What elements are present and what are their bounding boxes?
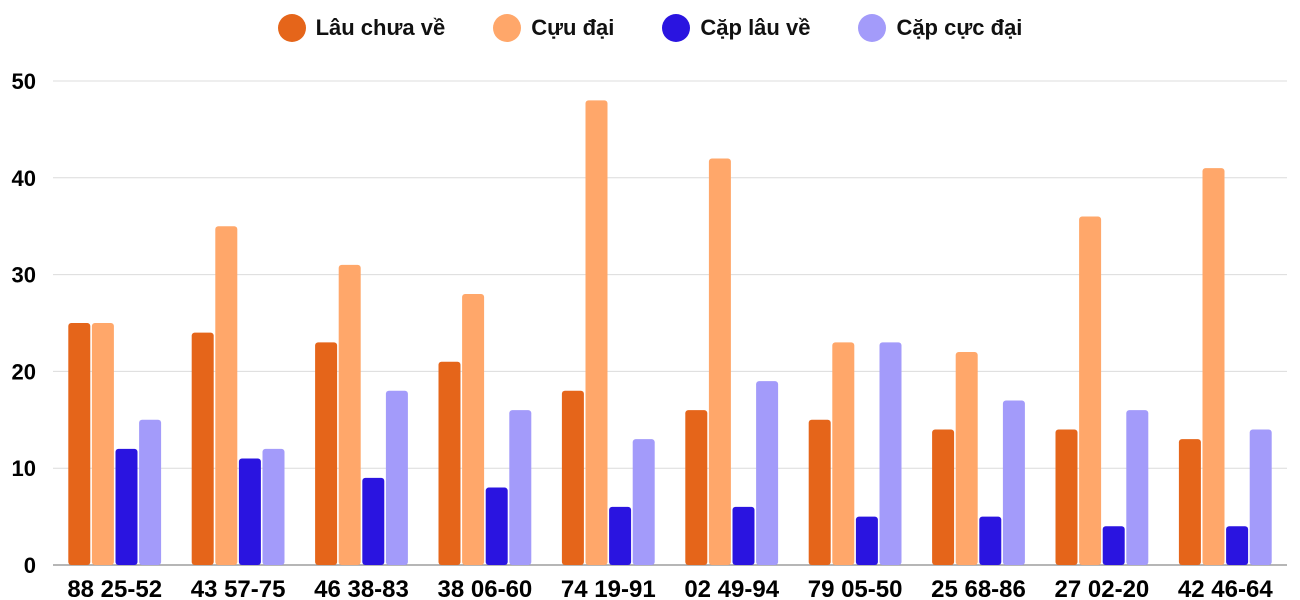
bar-series-2-cat-9 (1226, 526, 1249, 565)
y-tick-label-0: 0 (24, 553, 36, 578)
bar-series-2-cat-6 (855, 516, 878, 565)
legend-item-series-3: Cặp cực đại (858, 14, 1022, 42)
bar-series-3-cat-5 (756, 381, 779, 565)
bar-series-0-cat-4 (561, 390, 584, 565)
y-tick-label-4: 40 (12, 166, 36, 191)
bar-series-2-cat-2 (362, 477, 385, 565)
legend-swatch-series-2 (662, 14, 691, 42)
bar-series-0-cat-0 (68, 323, 91, 565)
x-axis-labels: 88 25-52 43 57-75 46 38-83 38 06-60 74 19-91… (67, 576, 1273, 600)
bar-series-3-cat-3 (509, 410, 532, 565)
bar-series-3-cat-4 (632, 439, 655, 565)
bar-series-2-cat-7 (979, 516, 1002, 565)
x-tick-label-6: 79 05-50 (808, 576, 903, 600)
bar-series-3-cat-9 (1249, 429, 1272, 565)
y-tick-label-5: 50 (12, 69, 36, 94)
bar-series-1-cat-3 (462, 293, 485, 565)
legend-item-series-2: Cặp lâu về (662, 14, 810, 42)
bar-series-1-cat-5 (708, 158, 731, 565)
bar-series-2-cat-1 (238, 458, 261, 565)
bar-series-0-cat-1 (191, 332, 214, 565)
bar-series-1-cat-1 (215, 226, 238, 565)
bar-series-3-cat-8 (1126, 410, 1149, 565)
bar-series-3-cat-1 (262, 448, 285, 565)
bar-series-2-cat-5 (732, 506, 755, 565)
legend-swatch-series-3 (858, 14, 887, 42)
bars (68, 100, 1272, 566)
legend-label-series-3: Cặp cực đại (896, 15, 1023, 40)
x-tick-label-1: 43 57-75 (191, 576, 286, 600)
bar-series-3-cat-0 (139, 419, 162, 565)
chart-legend: Lâu chưa về Cựu đại Cặp lâu về Cặp cực đ… (0, 14, 1300, 42)
y-tick-label-1: 10 (12, 456, 36, 481)
bar-series-1-cat-0 (91, 323, 114, 565)
bar-series-0-cat-6 (808, 419, 831, 565)
legend-label-series-1: Cựu đại (531, 15, 615, 40)
bar-series-2-cat-4 (609, 506, 632, 565)
bar-series-3-cat-6 (879, 342, 902, 565)
x-tick-label-8: 27 02-20 (1055, 576, 1150, 600)
legend-item-series-0: Lâu chưa về (277, 14, 446, 42)
legend-item-series-1: Cựu đại (493, 14, 614, 42)
legend-swatch-series-1 (493, 14, 522, 42)
bar-series-2-cat-0 (115, 448, 138, 565)
x-tick-label-3: 38 06-60 (438, 576, 533, 600)
bar-series-1-cat-9 (1202, 168, 1225, 565)
bar-series-1-cat-8 (1079, 216, 1102, 565)
x-tick-label-2: 46 38-83 (314, 576, 409, 600)
x-tick-label-4: 74 19-91 (561, 576, 656, 600)
y-axis-ticks: 0 10 20 30 40 50 (12, 69, 36, 578)
bar-series-0-cat-5 (685, 410, 708, 565)
legend-label-series-0: Lâu chưa về (315, 15, 446, 40)
x-tick-label-5: 02 49-94 (684, 576, 779, 600)
bar-series-0-cat-2 (315, 342, 338, 565)
bar-series-2-cat-8 (1102, 526, 1125, 565)
gridlines (53, 80, 1287, 566)
bar-series-0-cat-3 (438, 361, 461, 565)
bar-series-3-cat-7 (1002, 400, 1025, 565)
bar-series-0-cat-8 (1055, 429, 1078, 565)
bar-series-1-cat-7 (955, 352, 978, 565)
bar-series-0-cat-9 (1178, 439, 1201, 565)
legend-label-series-2: Cặp lâu về (700, 15, 811, 40)
bar-series-1-cat-4 (585, 100, 608, 566)
y-tick-label-2: 20 (12, 359, 36, 384)
legend-swatch-series-0 (277, 14, 306, 42)
bar-series-0-cat-7 (932, 429, 955, 565)
bar-series-1-cat-6 (832, 342, 855, 565)
bar-series-2-cat-3 (485, 487, 508, 565)
y-tick-label-3: 30 (12, 263, 36, 288)
bar-series-1-cat-2 (338, 264, 361, 565)
bar-series-3-cat-2 (385, 390, 408, 565)
x-tick-label-9: 42 46-64 (1178, 576, 1273, 600)
x-tick-label-0: 88 25-52 (67, 576, 162, 600)
x-tick-label-7: 25 68-86 (931, 576, 1026, 600)
